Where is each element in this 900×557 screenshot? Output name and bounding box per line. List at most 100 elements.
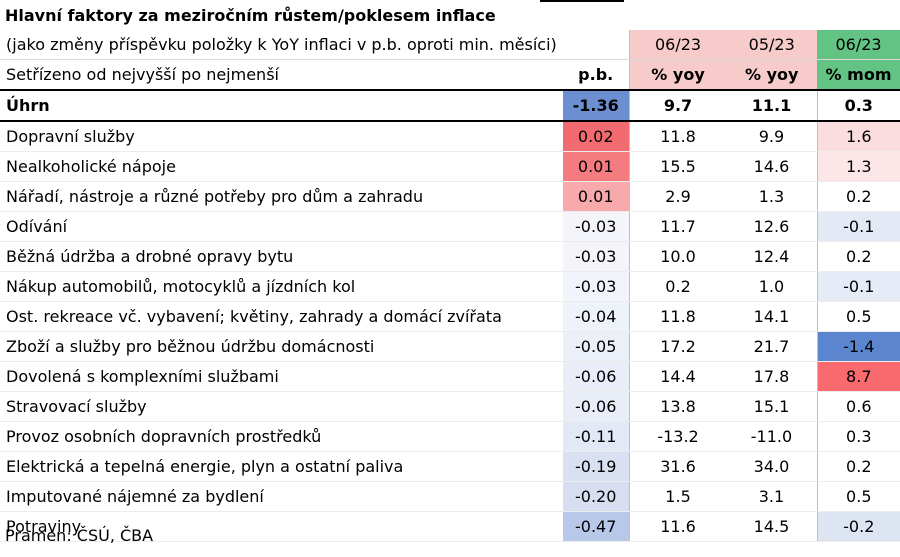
row-pb: -0.06 [562, 361, 630, 392]
row-mom-0623: 8.7 [816, 361, 900, 392]
table-row: Dopravní služby 0.02 11.8 9.9 1.6 [0, 121, 900, 152]
row-label: Běžná údržba a drobné opravy bytu [0, 241, 563, 272]
row-pb: -0.04 [562, 301, 630, 332]
table-row: Běžná údržba a drobné opravy bytu -0.03 10… [0, 241, 900, 272]
row-yoy-0523: 14.1 [726, 301, 818, 332]
table-row: Nealkoholické nápoje 0.01 15.5 14.6 1.3 [0, 151, 900, 182]
total-yoy-0623: 9.7 [629, 89, 727, 122]
row-pb: 0.02 [562, 121, 630, 152]
total-mom-0623: 0.3 [816, 89, 900, 122]
row-pb: 0.01 [562, 181, 630, 212]
row-pb: -0.06 [562, 391, 630, 422]
header-row-2: Setřízeno od nejvyšší po nejmenší p.b. %… [0, 59, 900, 91]
row-yoy-0623: 31.6 [629, 451, 727, 482]
header-col3-top: 05/23 [726, 30, 818, 60]
row-yoy-0623: 13.8 [629, 391, 727, 422]
row-yoy-0523: 15.1 [726, 391, 818, 422]
row-yoy-0523: -11.0 [726, 421, 818, 452]
header-col1-top [562, 30, 630, 60]
row-pb: -0.47 [562, 511, 630, 542]
header-sort-note: Setřízeno od nejvyšší po nejmenší [0, 59, 563, 91]
table-row: Nákup automobilů, motocyklů a jízdních k… [0, 271, 900, 302]
row-mom-0623: 0.5 [816, 481, 900, 512]
table-row: Potraviny -0.47 11.6 14.5 -0.2 [0, 511, 900, 542]
row-mom-0623: 1.3 [816, 151, 900, 182]
row-label: Imputované nájemné za bydlení [0, 481, 563, 512]
table-row: Elektrická a tepelná energie, plyn a ost… [0, 451, 900, 482]
total-pb: -1.36 [562, 89, 630, 122]
row-mom-0623: 0.3 [816, 421, 900, 452]
row-mom-0623: -1.4 [816, 331, 900, 362]
row-yoy-0623: 14.4 [629, 361, 727, 392]
row-pb: -0.20 [562, 481, 630, 512]
row-pb: -0.03 [562, 211, 630, 242]
row-label: Elektrická a tepelná energie, plyn a ost… [0, 451, 563, 482]
header-col3-unit: % yoy [726, 59, 818, 91]
row-yoy-0523: 1.0 [726, 271, 818, 302]
row-mom-0623: 0.6 [816, 391, 900, 422]
row-yoy-0523: 17.8 [726, 361, 818, 392]
table-row: Stravovací služby -0.06 13.8 15.1 0.6 [0, 391, 900, 422]
row-yoy-0623: 2.9 [629, 181, 727, 212]
row-pb: 0.01 [562, 151, 630, 182]
total-row: Úhrn -1.36 9.7 11.1 0.3 [0, 89, 900, 122]
row-pb: -0.05 [562, 331, 630, 362]
header-row-1: (jako změny příspěvku položky k YoY infl… [0, 30, 900, 60]
row-yoy-0623: 17.2 [629, 331, 727, 362]
row-yoy-0623: -13.2 [629, 421, 727, 452]
row-yoy-0523: 34.0 [726, 451, 818, 482]
row-yoy-0523: 9.9 [726, 121, 818, 152]
row-yoy-0523: 21.7 [726, 331, 818, 362]
row-yoy-0623: 11.7 [629, 211, 727, 242]
row-yoy-0523: 14.5 [726, 511, 818, 542]
row-label: Nealkoholické nápoje [0, 151, 563, 182]
header-col4-top: 06/23 [817, 30, 900, 60]
row-mom-0623: 0.2 [816, 181, 900, 212]
header-col1-unit: p.b. [562, 59, 630, 91]
header-description: (jako změny příspěvku položky k YoY infl… [0, 30, 563, 60]
header-col2-unit: % yoy [629, 59, 727, 91]
row-yoy-0623: 11.6 [629, 511, 727, 542]
row-pb: -0.19 [562, 451, 630, 482]
inflation-factors-table: (jako změny příspěvku položky k YoY infl… [0, 30, 900, 542]
row-yoy-0623: 11.8 [629, 121, 727, 152]
header-col4-unit: % mom [817, 59, 900, 91]
row-mom-0623: -0.2 [816, 511, 900, 542]
source-note: Pramen: ČSÚ, ČBA [5, 526, 154, 545]
row-label: Provoz osobních dopravních prostředků [0, 421, 563, 452]
row-label: Ost. rekreace vč. vybavení; květiny, zah… [0, 301, 563, 332]
row-yoy-0623: 11.8 [629, 301, 727, 332]
row-label: Stravovací služby [0, 391, 563, 422]
total-yoy-0523: 11.1 [726, 89, 818, 122]
header-col2-top: 06/23 [629, 30, 727, 60]
table-row: Zboží a služby pro běžnou údržbu domácno… [0, 331, 900, 362]
row-pb: -0.03 [562, 271, 630, 302]
table-title: Hlavní faktory za meziročním růstem/pokl… [5, 6, 496, 25]
row-mom-0623: 0.2 [816, 241, 900, 272]
row-label: Nářadí, nástroje a různé potřeby pro dům… [0, 181, 563, 212]
row-label: Dovolená s komplexními službami [0, 361, 563, 392]
table-row: Imputované nájemné za bydlení -0.20 1.5 3.1… [0, 481, 900, 512]
row-label: Odívání [0, 211, 563, 242]
row-yoy-0523: 12.6 [726, 211, 818, 242]
row-pb: -0.03 [562, 241, 630, 272]
row-yoy-0623: 1.5 [629, 481, 727, 512]
row-yoy-0523: 3.1 [726, 481, 818, 512]
row-yoy-0623: 0.2 [629, 271, 727, 302]
row-mom-0623: 0.5 [816, 301, 900, 332]
table-row: Odívání -0.03 11.7 12.6 -0.1 [0, 211, 900, 242]
table-row: Nářadí, nástroje a různé potřeby pro dům… [0, 181, 900, 212]
table-row: Provoz osobních dopravních prostředků -0.… [0, 421, 900, 452]
row-mom-0623: 0.2 [816, 451, 900, 482]
row-yoy-0523: 14.6 [726, 151, 818, 182]
total-label: Úhrn [0, 89, 563, 122]
top-rule [540, 0, 624, 2]
row-yoy-0523: 12.4 [726, 241, 818, 272]
row-yoy-0623: 15.5 [629, 151, 727, 182]
row-yoy-0523: 1.3 [726, 181, 818, 212]
table-row: Dovolená s komplexními službami -0.06 14.4… [0, 361, 900, 392]
row-mom-0623: -0.1 [816, 271, 900, 302]
row-label: Dopravní služby [0, 121, 563, 152]
row-label: Nákup automobilů, motocyklů a jízdních k… [0, 271, 563, 302]
row-mom-0623: 1.6 [816, 121, 900, 152]
